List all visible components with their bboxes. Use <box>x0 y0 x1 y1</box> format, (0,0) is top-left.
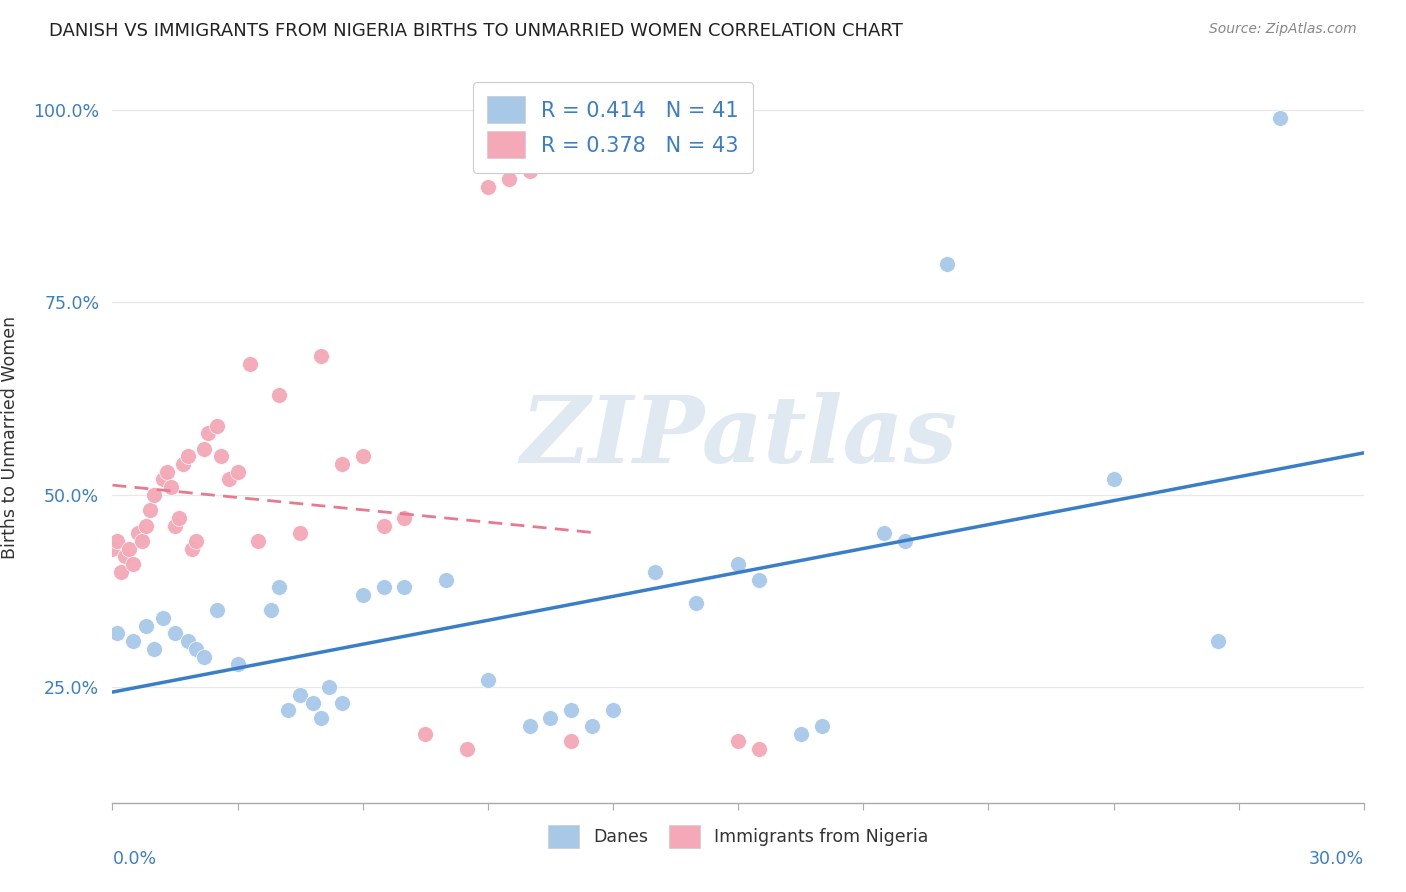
Point <box>163 518 186 533</box>
Point <box>1102 472 1125 486</box>
Point <box>352 450 374 464</box>
Point <box>373 518 395 533</box>
Point <box>176 450 198 464</box>
Point <box>519 719 541 733</box>
Point <box>135 518 157 533</box>
Point <box>434 573 457 587</box>
Point <box>1206 634 1229 648</box>
Point <box>477 673 499 687</box>
Point <box>301 696 323 710</box>
Point <box>139 503 162 517</box>
Point <box>727 557 749 571</box>
Point <box>135 618 157 632</box>
Text: 30.0%: 30.0% <box>1309 850 1364 868</box>
Point <box>247 534 270 549</box>
Text: DANISH VS IMMIGRANTS FROM NIGERIA BIRTHS TO UNMARRIED WOMEN CORRELATION CHART: DANISH VS IMMIGRANTS FROM NIGERIA BIRTHS… <box>49 22 903 40</box>
Point <box>114 549 136 564</box>
Point <box>143 488 166 502</box>
Point <box>602 703 624 717</box>
Point <box>330 457 353 471</box>
Point <box>394 511 416 525</box>
Point <box>413 726 436 740</box>
Point <box>477 179 499 194</box>
Point <box>560 734 582 748</box>
Text: 0.0%: 0.0% <box>112 850 156 868</box>
Point <box>519 164 541 178</box>
Point <box>110 565 132 579</box>
Point <box>118 541 141 556</box>
Point <box>748 573 770 587</box>
Point <box>935 257 957 271</box>
Point <box>209 450 232 464</box>
Point <box>260 603 283 617</box>
Point <box>394 580 416 594</box>
Point <box>184 534 207 549</box>
Point <box>180 541 202 556</box>
Point <box>176 634 198 648</box>
Point <box>193 649 215 664</box>
Point <box>290 526 312 541</box>
Point <box>685 596 707 610</box>
Point <box>277 703 299 717</box>
Point <box>318 681 340 695</box>
Point <box>269 388 291 402</box>
Point <box>205 418 228 433</box>
Text: ZIPatlas: ZIPatlas <box>520 392 956 482</box>
Point <box>205 603 228 617</box>
Point <box>152 611 174 625</box>
Point <box>105 534 128 549</box>
Point <box>269 580 291 594</box>
Point <box>160 480 183 494</box>
Point <box>727 734 749 748</box>
Point <box>309 711 332 725</box>
Point <box>352 588 374 602</box>
Point <box>193 442 215 456</box>
Point <box>131 534 153 549</box>
Point <box>101 541 124 556</box>
Point <box>290 688 312 702</box>
Point <box>218 472 240 486</box>
Point <box>456 742 478 756</box>
Point <box>581 719 603 733</box>
Text: Source: ZipAtlas.com: Source: ZipAtlas.com <box>1209 22 1357 37</box>
Point <box>122 634 145 648</box>
Point <box>152 472 174 486</box>
Point <box>373 580 395 594</box>
Point <box>538 711 561 725</box>
Point <box>309 349 332 363</box>
Point <box>105 626 128 640</box>
Point <box>226 465 249 479</box>
Point <box>167 511 190 525</box>
Point <box>172 457 194 471</box>
Point <box>873 526 896 541</box>
Point <box>156 465 179 479</box>
Point <box>1270 111 1292 125</box>
Point <box>894 534 917 549</box>
Point <box>226 657 249 672</box>
Point <box>163 626 186 640</box>
Point <box>239 357 262 371</box>
Point <box>498 172 520 186</box>
Point <box>330 696 353 710</box>
Point <box>644 565 666 579</box>
Point <box>184 641 207 656</box>
Point <box>122 557 145 571</box>
Point <box>143 641 166 656</box>
Point <box>127 526 149 541</box>
Point <box>790 726 813 740</box>
Point <box>560 703 582 717</box>
Point <box>748 742 770 756</box>
Point <box>197 426 219 441</box>
Y-axis label: Births to Unmarried Women: Births to Unmarried Women <box>1 316 20 558</box>
Legend: Danes, Immigrants from Nigeria: Danes, Immigrants from Nigeria <box>540 816 936 856</box>
Point <box>810 719 832 733</box>
